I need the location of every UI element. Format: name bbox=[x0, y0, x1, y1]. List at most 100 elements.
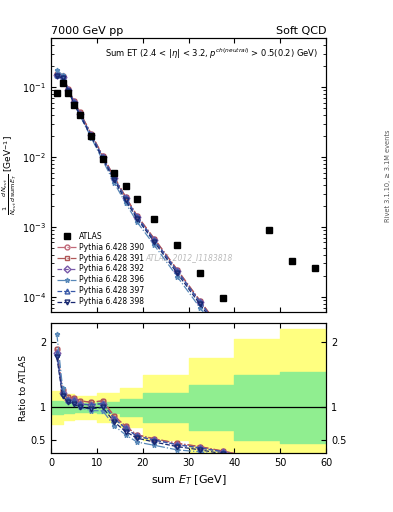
ATLAS bbox=[123, 183, 128, 189]
Pythia 6.428 390 bbox=[72, 98, 76, 104]
Pythia 6.428 398 bbox=[55, 73, 59, 79]
X-axis label: sum $E_T$ [GeV]: sum $E_T$ [GeV] bbox=[151, 474, 226, 487]
Pythia 6.428 397 bbox=[66, 87, 71, 93]
Pythia 6.428 396 bbox=[289, 428, 294, 434]
Pythia 6.428 392 bbox=[60, 74, 65, 80]
Pythia 6.428 397 bbox=[266, 391, 271, 397]
Pythia 6.428 391 bbox=[244, 359, 248, 366]
Pythia 6.428 397 bbox=[55, 72, 59, 78]
Pythia 6.428 397 bbox=[100, 154, 105, 160]
Y-axis label: Ratio to ATLAS: Ratio to ATLAS bbox=[19, 355, 28, 421]
Text: Soft QCD: Soft QCD bbox=[276, 26, 326, 36]
Pythia 6.428 391 bbox=[55, 71, 59, 77]
Pythia 6.428 391 bbox=[66, 86, 71, 92]
Pythia 6.428 396 bbox=[55, 67, 59, 73]
Pythia 6.428 396 bbox=[66, 87, 71, 93]
Pythia 6.428 392 bbox=[55, 72, 59, 78]
Pythia 6.428 397 bbox=[72, 99, 76, 105]
Pythia 6.428 398 bbox=[312, 454, 317, 460]
Pythia 6.428 392 bbox=[221, 330, 226, 336]
Pythia 6.428 397 bbox=[312, 451, 317, 457]
ATLAS bbox=[152, 216, 156, 222]
Pythia 6.428 396 bbox=[221, 336, 226, 342]
Y-axis label: $\frac{1}{N_{evt}}\frac{d\,N_{evt}}{d\,\mathrm{sum}\,E_T}$ [GeV$^{-1}$]: $\frac{1}{N_{evt}}\frac{d\,N_{evt}}{d\,\… bbox=[0, 135, 19, 216]
Pythia 6.428 391 bbox=[175, 267, 180, 273]
ATLAS bbox=[77, 112, 82, 118]
Pythia 6.428 390 bbox=[123, 194, 128, 200]
Pythia 6.428 398 bbox=[66, 88, 71, 94]
Pythia 6.428 398 bbox=[244, 364, 248, 370]
Line: Pythia 6.428 398: Pythia 6.428 398 bbox=[54, 74, 317, 459]
Text: ATLAS_2012_I1183818: ATLAS_2012_I1183818 bbox=[145, 253, 232, 262]
Pythia 6.428 391 bbox=[289, 420, 294, 426]
Line: Pythia 6.428 392: Pythia 6.428 392 bbox=[54, 73, 317, 457]
Pythia 6.428 396 bbox=[175, 273, 180, 280]
Pythia 6.428 392 bbox=[72, 99, 76, 105]
Pythia 6.428 396 bbox=[60, 72, 65, 78]
Pythia 6.428 396 bbox=[100, 157, 105, 163]
Pythia 6.428 392 bbox=[100, 154, 105, 160]
ATLAS bbox=[72, 102, 76, 109]
Pythia 6.428 391 bbox=[60, 73, 65, 79]
Pythia 6.428 396 bbox=[72, 100, 76, 106]
Pythia 6.428 396 bbox=[312, 458, 317, 464]
Pythia 6.428 392 bbox=[175, 268, 180, 274]
ATLAS bbox=[266, 227, 271, 233]
ATLAS bbox=[66, 90, 71, 96]
Pythia 6.428 397 bbox=[112, 175, 116, 181]
Pythia 6.428 396 bbox=[266, 398, 271, 404]
Pythia 6.428 397 bbox=[175, 268, 180, 274]
Pythia 6.428 398 bbox=[198, 302, 202, 308]
Pythia 6.428 390 bbox=[198, 298, 202, 304]
Pythia 6.428 397 bbox=[289, 421, 294, 428]
Pythia 6.428 392 bbox=[312, 451, 317, 457]
Pythia 6.428 391 bbox=[221, 329, 226, 335]
Pythia 6.428 396 bbox=[244, 367, 248, 373]
Text: 7000 GeV pp: 7000 GeV pp bbox=[51, 26, 123, 36]
Pythia 6.428 398 bbox=[175, 270, 180, 276]
Pythia 6.428 390 bbox=[312, 450, 317, 456]
Pythia 6.428 390 bbox=[66, 86, 71, 92]
Pythia 6.428 391 bbox=[152, 236, 156, 242]
Pythia 6.428 390 bbox=[89, 131, 94, 137]
Pythia 6.428 392 bbox=[112, 175, 116, 181]
ATLAS bbox=[100, 156, 105, 162]
ATLAS bbox=[112, 169, 116, 176]
Pythia 6.428 390 bbox=[289, 420, 294, 426]
ATLAS bbox=[89, 133, 94, 139]
Pythia 6.428 390 bbox=[135, 212, 140, 219]
Pythia 6.428 398 bbox=[60, 75, 65, 81]
Pythia 6.428 392 bbox=[135, 214, 140, 220]
Line: Pythia 6.428 396: Pythia 6.428 396 bbox=[54, 68, 317, 464]
Pythia 6.428 398 bbox=[152, 239, 156, 245]
Pythia 6.428 398 bbox=[72, 101, 76, 107]
Pythia 6.428 392 bbox=[66, 87, 71, 93]
Line: Pythia 6.428 391: Pythia 6.428 391 bbox=[54, 72, 317, 456]
Pythia 6.428 396 bbox=[123, 200, 128, 206]
Text: Rivet 3.1.10, ≥ 3.1M events: Rivet 3.1.10, ≥ 3.1M events bbox=[385, 129, 391, 222]
Pythia 6.428 392 bbox=[289, 421, 294, 428]
Pythia 6.428 396 bbox=[89, 135, 94, 141]
Pythia 6.428 396 bbox=[77, 112, 82, 118]
Pythia 6.428 398 bbox=[135, 216, 140, 222]
Pythia 6.428 391 bbox=[135, 212, 140, 219]
Pythia 6.428 398 bbox=[112, 177, 116, 183]
Pythia 6.428 397 bbox=[244, 361, 248, 367]
Line: Pythia 6.428 390: Pythia 6.428 390 bbox=[54, 72, 317, 456]
Pythia 6.428 398 bbox=[266, 395, 271, 401]
Pythia 6.428 396 bbox=[135, 219, 140, 225]
Pythia 6.428 392 bbox=[77, 111, 82, 117]
Pythia 6.428 390 bbox=[175, 267, 180, 273]
Pythia 6.428 390 bbox=[152, 236, 156, 242]
Pythia 6.428 398 bbox=[289, 424, 294, 431]
ATLAS bbox=[289, 258, 294, 264]
Pythia 6.428 396 bbox=[112, 180, 116, 186]
ATLAS bbox=[312, 265, 317, 271]
Pythia 6.428 391 bbox=[123, 194, 128, 200]
Pythia 6.428 390 bbox=[60, 73, 65, 79]
ATLAS bbox=[198, 270, 202, 276]
Pythia 6.428 390 bbox=[244, 359, 248, 366]
Pythia 6.428 390 bbox=[266, 390, 271, 396]
Pythia 6.428 398 bbox=[89, 134, 94, 140]
Pythia 6.428 392 bbox=[152, 237, 156, 243]
